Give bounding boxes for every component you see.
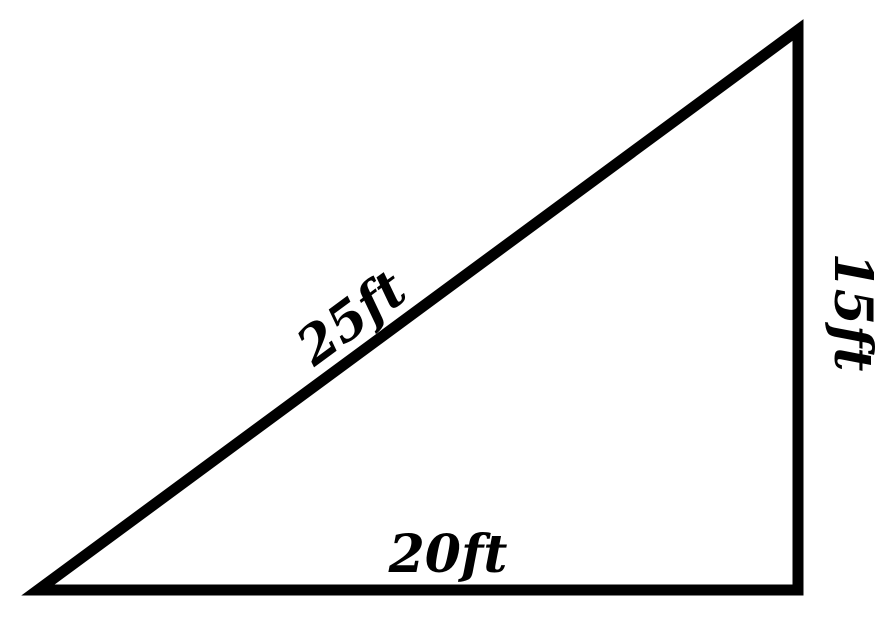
right-triangle: [21, 19, 804, 596]
base-label: 20ft: [388, 524, 508, 585]
height-label: 15ft: [822, 253, 883, 372]
